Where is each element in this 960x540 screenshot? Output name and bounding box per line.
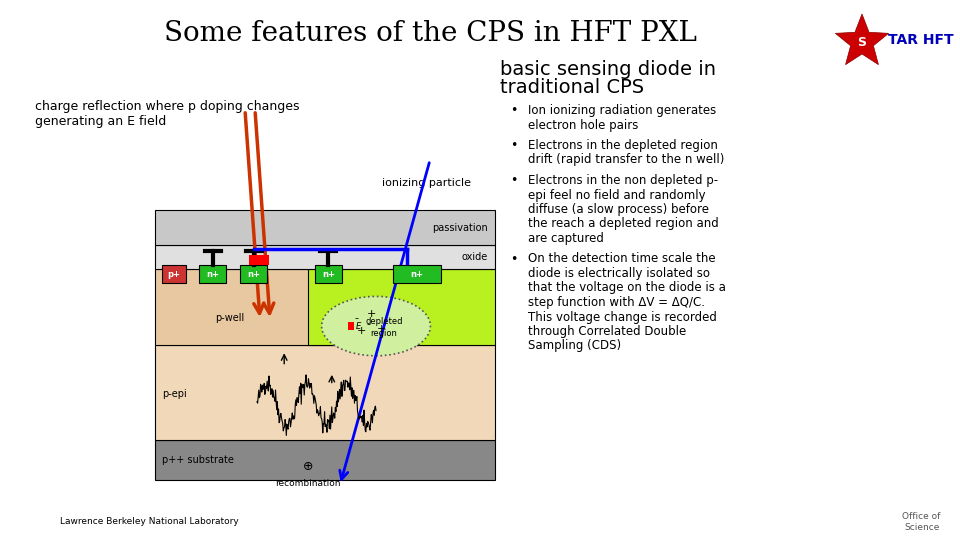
Text: Office of
Science: Office of Science [901,512,940,532]
Text: step function with ΔV = ΔQ/C.: step function with ΔV = ΔQ/C. [528,296,705,309]
Bar [308,269,495,345]
Bar [348,322,354,330]
Text: n+: n+ [410,269,423,279]
Text: +: + [367,309,375,319]
Text: Ion ionizing radiation generates: Ion ionizing radiation generates [528,104,716,117]
Text: recombination: recombination [276,478,341,488]
Text: p++ substrate: p++ substrate [162,455,233,465]
Text: oxide: oxide [462,252,489,262]
Text: passivation: passivation [432,222,489,233]
Bar [155,210,495,245]
Text: region: region [371,329,397,338]
Text: E: E [356,322,361,330]
Text: Electrons in the depleted region: Electrons in the depleted region [528,139,718,152]
Bar [240,265,267,283]
Text: traditional CPS: traditional CPS [500,78,644,97]
Bar [155,245,495,269]
Text: p-well: p-well [215,313,245,323]
Text: •: • [510,174,517,187]
Text: BERKELEY: BERKELEY [17,508,45,512]
Text: TAR HFT: TAR HFT [888,33,953,47]
Text: epi feel no field and randomly: epi feel no field and randomly [528,188,706,201]
Text: •: • [510,139,517,152]
Text: n-well: n-well [385,313,415,323]
Text: +: + [376,324,386,334]
Text: diode is electrically isolated so: diode is electrically isolated so [528,267,710,280]
Text: that the voltage on the diode is a: that the voltage on the diode is a [528,281,726,294]
Text: •: • [510,104,517,117]
Text: ionizing particle: ionizing particle [382,178,471,188]
Text: -: - [366,319,370,329]
Text: depleted: depleted [365,316,403,326]
Text: basic sensing diode in: basic sensing diode in [500,60,716,79]
Bar [200,265,227,283]
Ellipse shape [322,296,430,356]
Text: n+: n+ [206,269,219,279]
Text: p+: p+ [167,269,180,279]
Text: Electrons in the non depleted p-: Electrons in the non depleted p- [528,174,718,187]
Text: through Correlated Double: through Correlated Double [528,325,686,338]
Text: -: - [354,313,358,323]
Bar [155,345,495,440]
Bar [315,265,342,283]
Text: p-epi: p-epi [162,389,186,399]
Text: drift (rapid transfer to the n well): drift (rapid transfer to the n well) [528,153,725,166]
Text: +: + [356,326,366,336]
Bar [393,265,441,283]
Text: On the detection time scale the: On the detection time scale the [528,253,715,266]
Bar [155,440,495,480]
Text: ⊕: ⊕ [302,460,313,473]
Text: n+: n+ [322,269,335,279]
Text: This voltage change is recorded: This voltage change is recorded [528,310,717,323]
Text: Sampling (CDS): Sampling (CDS) [528,340,621,353]
Text: generating an E field: generating an E field [35,115,166,128]
Text: diffuse (a slow process) before: diffuse (a slow process) before [528,203,709,216]
Bar [249,254,269,265]
Text: charge reflection where p doping changes: charge reflection where p doping changes [35,100,300,113]
Text: •: • [510,253,517,266]
Text: LAB: LAB [26,519,36,524]
Text: Some features of the CPS in HFT PXL: Some features of the CPS in HFT PXL [163,20,696,47]
Text: electron hole pairs: electron hole pairs [528,118,638,132]
Text: are captured: are captured [528,232,604,245]
Text: n+: n+ [247,269,260,279]
Text: Lawrence Berkeley National Laboratory: Lawrence Berkeley National Laboratory [60,517,239,526]
Polygon shape [835,14,889,65]
Text: S: S [857,36,867,49]
Text: the reach a depleted region and: the reach a depleted region and [528,218,719,231]
Bar [162,265,185,283]
Bar [155,269,342,345]
